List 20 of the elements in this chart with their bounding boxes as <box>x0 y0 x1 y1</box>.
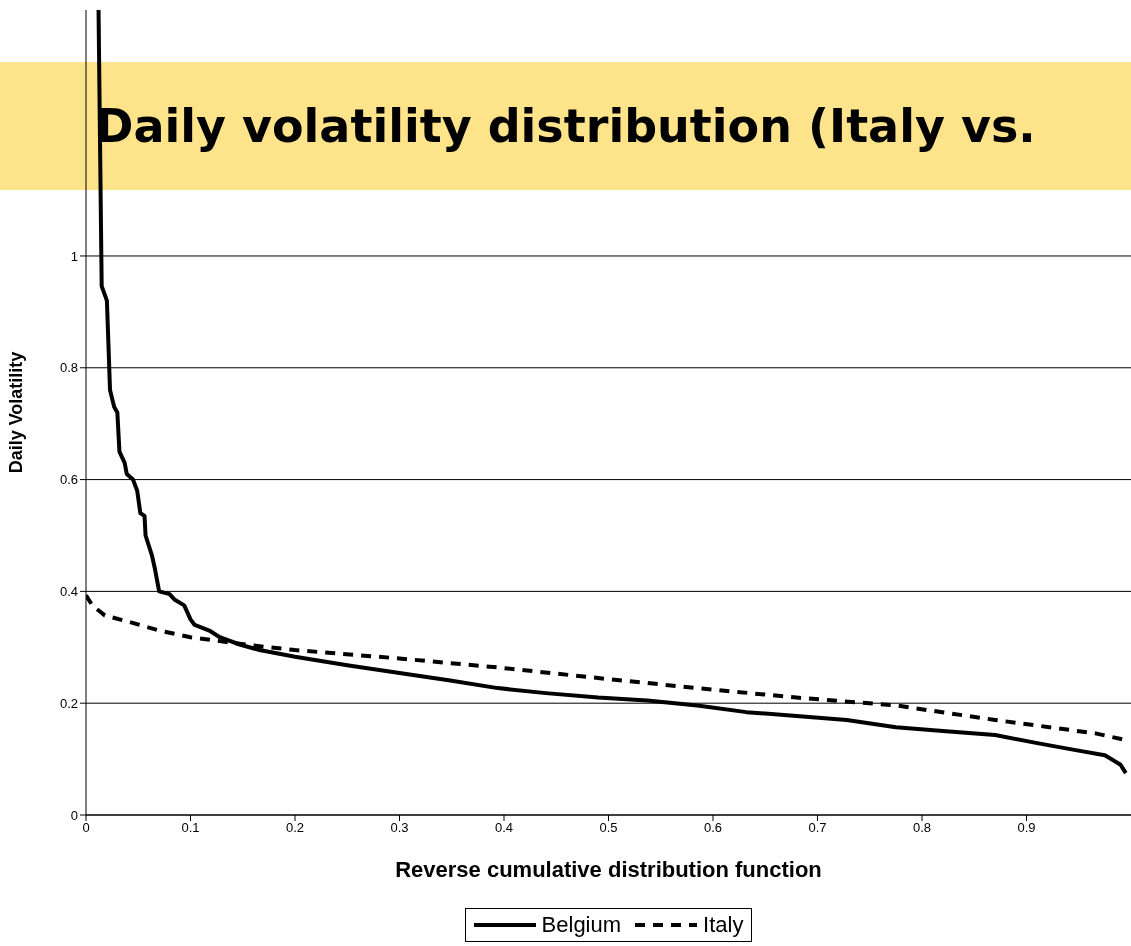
x-tick-label: 0.7 <box>808 820 827 836</box>
x-tick-label: 0.5 <box>599 820 618 836</box>
y-tick-label: 0.8 <box>59 360 78 376</box>
y-axis-title: Daily Volatility <box>6 351 27 474</box>
x-tick-label: 0.4 <box>494 820 514 836</box>
x-axis-title: Reverse cumulative distribution function <box>395 857 822 882</box>
y-tick-label: 0.2 <box>59 695 78 711</box>
x-tick-label: 0 <box>82 820 90 836</box>
x-tick-label: 0.8 <box>912 820 932 836</box>
x-tick-label: 0.2 <box>285 820 305 836</box>
y-tick-label: 1 <box>70 248 78 264</box>
legend-label: Belgium <box>541 912 622 938</box>
y-tick-label: 0.6 <box>59 472 78 488</box>
x-tick-label: 0.9 <box>1017 820 1036 836</box>
x-tick-label: 0.6 <box>703 820 723 836</box>
y-tick-label: 0 <box>70 807 78 823</box>
x-tick-label: 0.1 <box>181 820 200 836</box>
x-tick-label: 0.3 <box>390 820 409 836</box>
legend-label: Italy <box>703 912 744 938</box>
y-tick-label: 0.4 <box>59 584 78 599</box>
